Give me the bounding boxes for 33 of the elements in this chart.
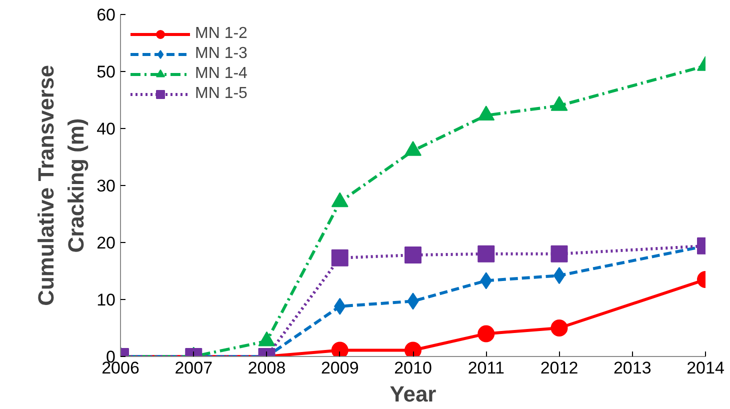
y-axis-title: Cumulative Transverse Cracking (m): [34, 65, 89, 306]
point: [404, 246, 422, 264]
point: [404, 140, 422, 156]
y-tick-label: 50: [96, 62, 116, 82]
point: [478, 106, 495, 121]
y-tick-label: 60: [96, 6, 116, 24]
y-tick-label: 10: [96, 290, 116, 310]
point: [331, 342, 348, 356]
x-tick-label: 2008: [248, 358, 286, 378]
x-tick-label: 2014: [686, 358, 724, 378]
point: [331, 192, 348, 208]
x-tick-label: 2010: [394, 358, 432, 378]
y-tick-label: 30: [96, 176, 116, 196]
x-tick-label: 2011: [468, 358, 504, 378]
legend-label: MN 1-5: [195, 85, 248, 103]
point: [550, 96, 568, 111]
y-tick-label: 20: [96, 234, 116, 252]
x-tick-label: 2009: [320, 358, 359, 378]
point: [478, 245, 495, 262]
point: [478, 325, 495, 342]
x-tick-label: 2007: [174, 358, 213, 378]
point: [404, 342, 422, 356]
y-tick-label: 40: [96, 120, 116, 138]
x-tick-label: 2012: [540, 358, 578, 378]
point: [331, 249, 348, 266]
x-axis-title: Year: [390, 382, 437, 406]
x-tick-label: 2013: [613, 358, 652, 378]
point: [550, 320, 568, 336]
legend-label: MN 1-4: [195, 65, 248, 83]
point: [550, 245, 568, 262]
point: [553, 267, 566, 284]
legend-label: MN 1-3: [195, 45, 248, 63]
legend-label: MN 1-2: [195, 25, 248, 43]
